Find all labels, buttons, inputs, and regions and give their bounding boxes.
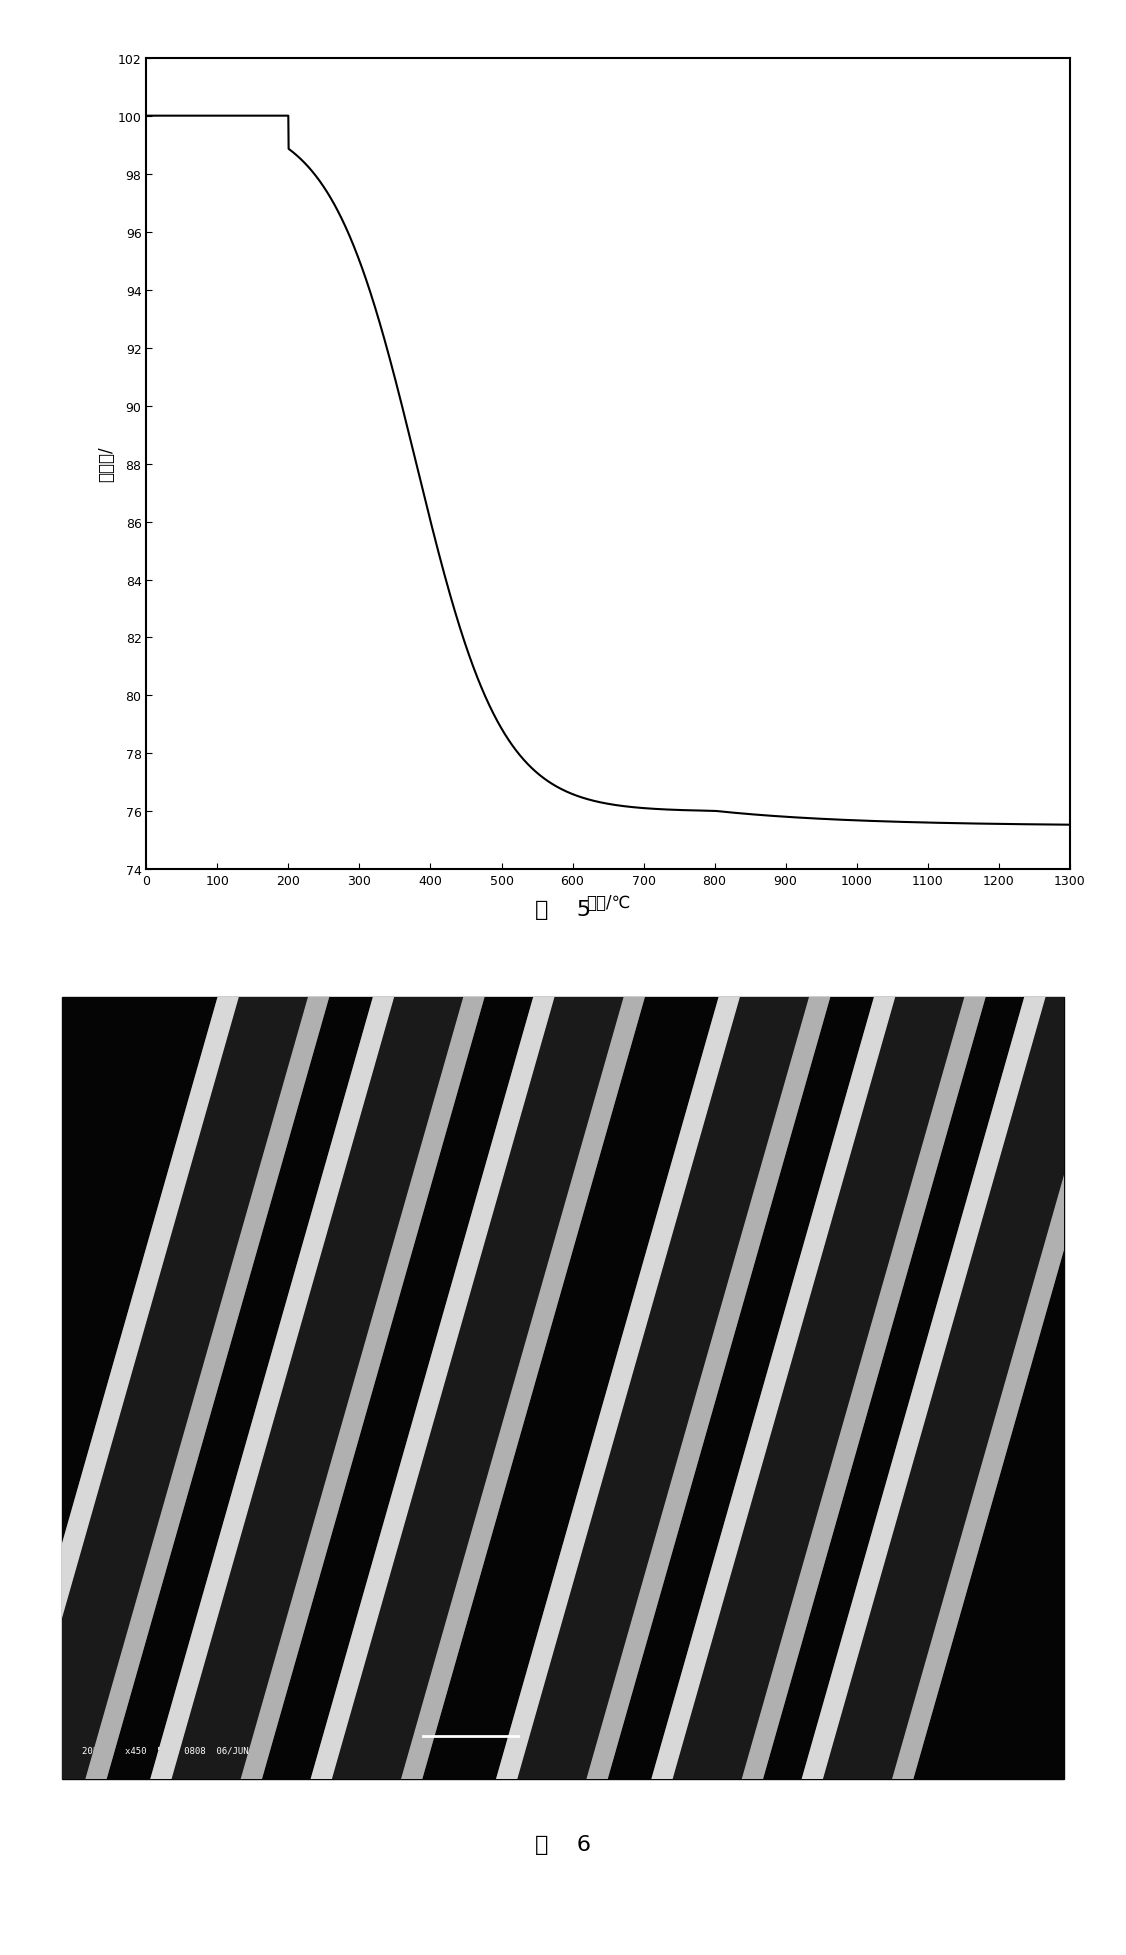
Text: 图    6: 图 6 [535, 1834, 591, 1853]
Polygon shape [652, 997, 895, 1779]
Polygon shape [0, 997, 329, 1779]
Polygon shape [171, 997, 464, 1779]
Polygon shape [312, 997, 554, 1779]
Polygon shape [331, 997, 625, 1779]
Text: 图    5: 图 5 [535, 899, 591, 919]
Polygon shape [312, 997, 644, 1779]
Polygon shape [497, 997, 740, 1779]
Polygon shape [16, 997, 309, 1779]
Polygon shape [151, 997, 394, 1779]
Polygon shape [241, 997, 484, 1779]
Polygon shape [402, 997, 644, 1779]
Polygon shape [517, 997, 810, 1779]
Polygon shape [672, 997, 965, 1779]
Polygon shape [587, 997, 830, 1779]
Polygon shape [803, 997, 1045, 1779]
Polygon shape [151, 997, 484, 1779]
X-axis label: 温度/℃: 温度/℃ [586, 893, 631, 911]
Y-axis label: 热失重/: 热失重/ [97, 446, 115, 483]
Polygon shape [893, 997, 1126, 1779]
Polygon shape [0, 997, 239, 1779]
Polygon shape [803, 997, 1126, 1779]
Text: 20kV    x450  50μm 0808  06/JUN/07: 20kV x450 50μm 0808 06/JUN/07 [82, 1746, 265, 1756]
Polygon shape [652, 997, 985, 1779]
Polygon shape [497, 997, 830, 1779]
Polygon shape [822, 997, 1116, 1779]
Polygon shape [86, 997, 329, 1779]
Polygon shape [742, 997, 985, 1779]
